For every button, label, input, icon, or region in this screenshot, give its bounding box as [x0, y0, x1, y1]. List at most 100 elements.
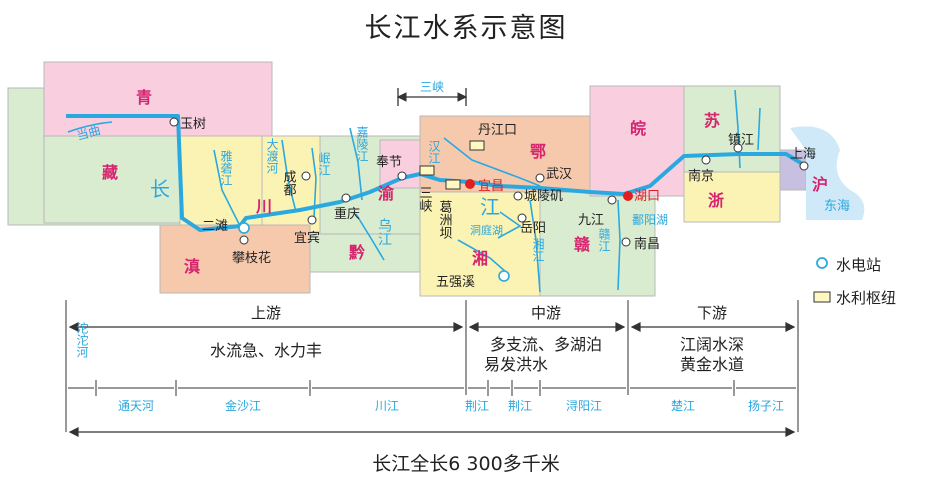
province-qing: 青 — [136, 88, 152, 107]
water-hub-icon — [469, 140, 485, 151]
segment-chuanjiang: 川江 — [375, 399, 399, 413]
reach-labels: 上游 中游 下游 水流急、水力丰 多支流、多湖泊 易发洪水 江阔水深 黄金水道 — [210, 304, 744, 374]
city-dot-yibin — [307, 215, 317, 225]
hydro-station-icon — [238, 222, 250, 234]
city-dot-chengdu — [301, 171, 311, 181]
legend-hydro-label: 水电站 — [836, 256, 882, 274]
city-sanxia: 三峡 — [417, 186, 433, 212]
label-donghai: 东海 — [824, 199, 850, 214]
city-dot-wuhan — [535, 173, 545, 183]
river-yuan — [457, 239, 507, 273]
reach-lower-desc-2: 黄金水道 — [680, 355, 744, 374]
reach-upper: 上游 — [251, 304, 281, 322]
region-xizang-upper — [43, 135, 185, 224]
city-dot-nanjing — [701, 155, 711, 165]
province-zang: 藏 — [102, 163, 118, 182]
province-e: 鄂 — [530, 142, 546, 161]
city-jiujiang: 九江 — [578, 213, 604, 228]
region-zhejiang — [683, 171, 781, 223]
province-xiang: 湘 — [472, 249, 488, 268]
river-yalong — [213, 149, 241, 227]
segment-labels: 沱沱河 通天河 金沙江 川江 荆江 荆江 浔阳江 楚江 扬子江 — [75, 321, 784, 413]
city-dot-nanchang — [621, 237, 631, 247]
label-poyang: 鄱阳湖 — [632, 212, 668, 227]
city-dot-yichang — [465, 179, 475, 189]
city-labels: 玉树 二滩 攀枝花 成都 重庆 宜宾 奉节 丹江口 宜昌 武汉 城陵矶 岳阳 九… — [180, 117, 816, 290]
label-dadu: 大渡河 — [265, 138, 279, 174]
river-xiang — [529, 199, 541, 293]
city-wuqiangxi: 五强溪 — [436, 275, 475, 290]
city-nanchang: 南昌 — [634, 236, 660, 252]
segment-jinsha: 金沙江 — [225, 398, 261, 413]
city-nanjing: 南京 — [688, 168, 714, 184]
province-yu: 渝 — [378, 184, 395, 203]
yangtze-main-river — [66, 114, 808, 232]
water-hub-icon — [445, 179, 461, 190]
city-fengjie: 奉节 — [376, 155, 402, 170]
city-dot-shanghai — [799, 161, 809, 171]
province-gan: 赣 — [574, 235, 591, 254]
segment-jingjiang2: 荆江 — [508, 399, 532, 413]
region-jiangxi — [539, 191, 656, 297]
river-dadu — [281, 139, 297, 213]
sea-area — [790, 126, 865, 220]
city-dot-zhenjiang — [733, 143, 743, 153]
region-yunnan — [159, 224, 311, 294]
segment-jingjiang: 荆江 — [465, 399, 489, 413]
province-zhe: 浙 — [708, 191, 724, 210]
province-dian: 滇 — [184, 257, 200, 276]
reach-lower-desc-1: 江阔水深 — [680, 335, 744, 354]
city-ertan: 二滩 — [202, 219, 228, 234]
label-xiang: 湘江 — [531, 237, 545, 262]
city-dot-hukou — [623, 191, 633, 201]
label-dongting: 洞庭湖 — [470, 223, 503, 237]
city-dot-chenglingji — [513, 191, 523, 201]
label-chang: 长 — [150, 177, 170, 201]
river-gan — [617, 199, 621, 291]
reach-middle: 中游 — [531, 304, 561, 322]
three-gorges-label: 三峡 — [420, 80, 444, 94]
city-dot-jiujiang — [607, 195, 617, 205]
region-patches — [7, 61, 865, 297]
total-length-arrow — [68, 427, 796, 437]
river-han — [443, 137, 541, 187]
water-hub-icon — [419, 165, 435, 176]
label-dangqu: 当曲 — [75, 123, 102, 143]
tributaries — [67, 89, 761, 293]
city-danjiangkou: 丹江口 — [478, 123, 517, 138]
label-wu: 乌江 — [376, 218, 392, 246]
city-panzhihua: 攀枝花 — [232, 250, 271, 266]
river-jiangsu-canal — [757, 107, 761, 151]
river-dangqu — [67, 121, 113, 133]
reach-middle-desc-2: 易发洪水 — [484, 355, 548, 374]
hydro-stations — [238, 222, 510, 282]
label-han: 汉江 — [427, 140, 441, 164]
reach-upper-desc: 水流急、水力丰 — [210, 341, 322, 360]
segment-tongtian: 通天河 — [118, 399, 154, 413]
river-jialing — [349, 127, 363, 201]
label-min: 岷江 — [317, 151, 331, 176]
reach-dividers — [65, 300, 799, 432]
region-anhui — [589, 85, 686, 197]
city-zhenjiang: 镇江 — [728, 133, 754, 148]
segment-ticks — [95, 380, 735, 396]
province-qian: 黔 — [349, 243, 365, 262]
city-yibin: 宜宾 — [294, 230, 320, 246]
reach-lower: 下游 — [697, 304, 727, 322]
three-gorges-bracket — [396, 88, 468, 106]
river-wu — [355, 213, 385, 261]
city-markers — [169, 117, 809, 247]
province-chuan: 川 — [255, 197, 272, 216]
province-wan: 皖 — [630, 119, 646, 138]
city-chenglingji: 城陵矶 — [524, 189, 563, 204]
province-su: 苏 — [704, 111, 720, 130]
segment-xunyang: 浔阳江 — [566, 399, 602, 413]
city-dot-chongqing — [341, 193, 351, 203]
segment-chu: 楚江 — [671, 399, 695, 413]
city-chongqing: 重庆 — [334, 206, 360, 222]
city-dot-yueyang — [517, 213, 527, 223]
legend-icons — [813, 257, 831, 303]
city-chengdu: 成都 — [281, 170, 297, 196]
city-wuhan: 武汉 — [546, 167, 572, 182]
